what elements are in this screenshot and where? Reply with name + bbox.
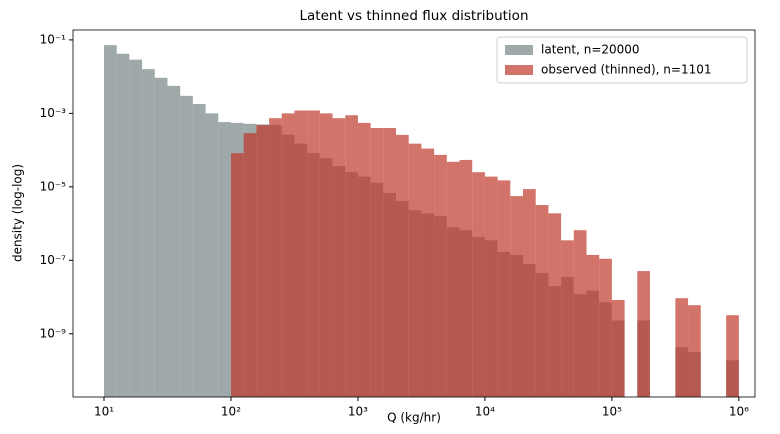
bar — [167, 85, 181, 397]
y-tick-label: 10⁻⁵ — [40, 179, 67, 193]
legend-label: observed (thinned), n=1101 — [541, 63, 712, 77]
bar — [319, 113, 333, 397]
bar — [396, 134, 409, 397]
bar — [103, 45, 117, 397]
bar — [586, 254, 600, 397]
bar — [561, 240, 574, 397]
bar — [421, 148, 435, 397]
bar — [434, 154, 447, 397]
bar — [154, 77, 168, 397]
x-tick-label: 10⁵ — [602, 405, 622, 419]
bar — [675, 298, 689, 397]
bar — [510, 196, 524, 397]
bar — [688, 305, 701, 397]
bar — [497, 180, 511, 397]
bar — [611, 300, 625, 397]
legend-label: latent, n=20000 — [541, 43, 640, 57]
bar — [573, 230, 587, 397]
bar — [307, 110, 320, 397]
bar — [116, 53, 130, 398]
bar — [332, 118, 346, 397]
bar — [243, 133, 257, 398]
bar — [230, 153, 244, 397]
chart-title: Latent vs thinned flux distribution — [300, 8, 529, 24]
bar — [218, 122, 231, 398]
y-tick-label: 10⁻¹ — [40, 32, 67, 46]
bar — [484, 176, 498, 397]
bar — [383, 127, 397, 397]
legend-swatch — [505, 65, 533, 75]
bar — [180, 95, 193, 397]
x-tick-label: 10² — [221, 405, 241, 419]
y-axis-label: density (log-log) — [11, 164, 25, 262]
bar — [408, 143, 422, 397]
bar — [523, 189, 536, 397]
y-tick-label: 10⁻⁹ — [40, 326, 67, 340]
bar — [535, 205, 549, 397]
x-tick-label: 10⁶ — [729, 405, 749, 419]
y-tick-label: 10⁻³ — [40, 106, 67, 120]
bar — [459, 159, 473, 397]
bar — [129, 59, 143, 398]
y-tick-label: 10⁻⁷ — [40, 253, 67, 267]
bar — [370, 127, 384, 397]
legend-box — [496, 36, 748, 84]
x-tick-label: 10¹ — [94, 405, 114, 419]
bar — [637, 271, 650, 397]
plot-frame — [72, 29, 756, 398]
bar — [294, 110, 308, 397]
bar — [345, 115, 358, 397]
bar — [256, 125, 270, 398]
bar — [472, 172, 485, 397]
bar — [281, 113, 295, 397]
bar — [269, 118, 282, 397]
legend-swatch — [505, 45, 533, 55]
x-tick-label: 10³ — [348, 405, 368, 419]
bar — [548, 213, 562, 397]
bar — [599, 258, 612, 397]
bar — [205, 113, 219, 397]
x-axis-label: Q (kg/hr) — [387, 411, 441, 425]
bar — [446, 161, 460, 397]
x-tick-label: 10⁴ — [475, 405, 495, 419]
bar — [142, 69, 155, 398]
bar — [357, 122, 371, 397]
bar — [192, 103, 206, 397]
bar — [726, 315, 739, 397]
